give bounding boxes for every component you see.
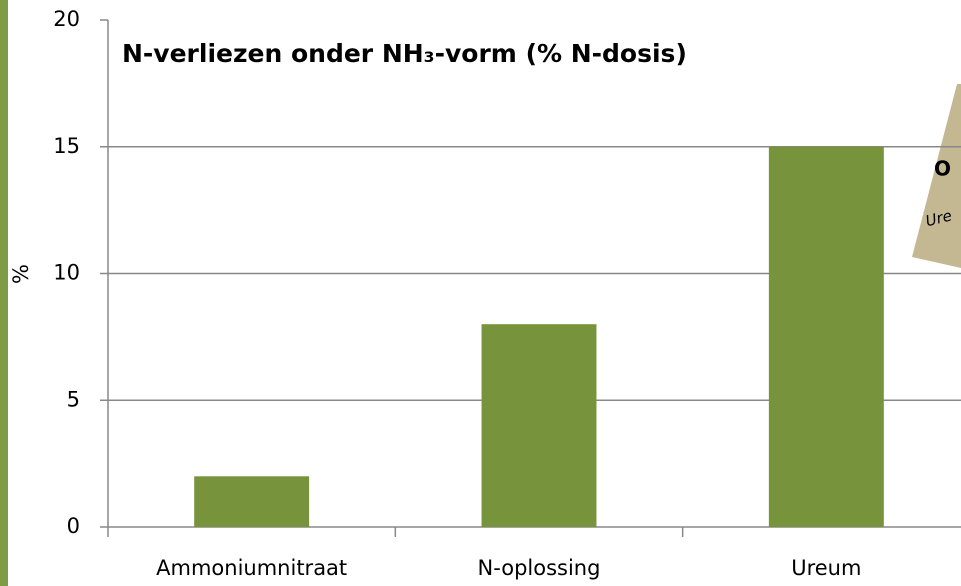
chart-title: N-verliezen onder NH₃-vorm (% N-dosis) xyxy=(122,39,687,68)
y-tick-label: 0 xyxy=(67,514,80,538)
callout-shape xyxy=(912,84,961,268)
y-tick-label: 15 xyxy=(53,134,80,158)
callout-text: Ure xyxy=(924,206,954,230)
y-tick-label: 5 xyxy=(67,387,80,411)
y-tick-label: 10 xyxy=(53,261,80,285)
bar xyxy=(481,324,597,527)
y-axis-label: % xyxy=(9,264,33,284)
side-strip xyxy=(0,0,8,586)
x-tick-label: Ammoniumnitraat xyxy=(156,556,347,580)
callout-text: O xyxy=(934,157,951,181)
bar xyxy=(768,146,884,527)
x-tick-label: N-oplossing xyxy=(478,556,601,580)
x-tick-label: Ureum xyxy=(791,556,861,580)
bar xyxy=(194,476,310,527)
y-tick-label: 20 xyxy=(53,7,80,31)
